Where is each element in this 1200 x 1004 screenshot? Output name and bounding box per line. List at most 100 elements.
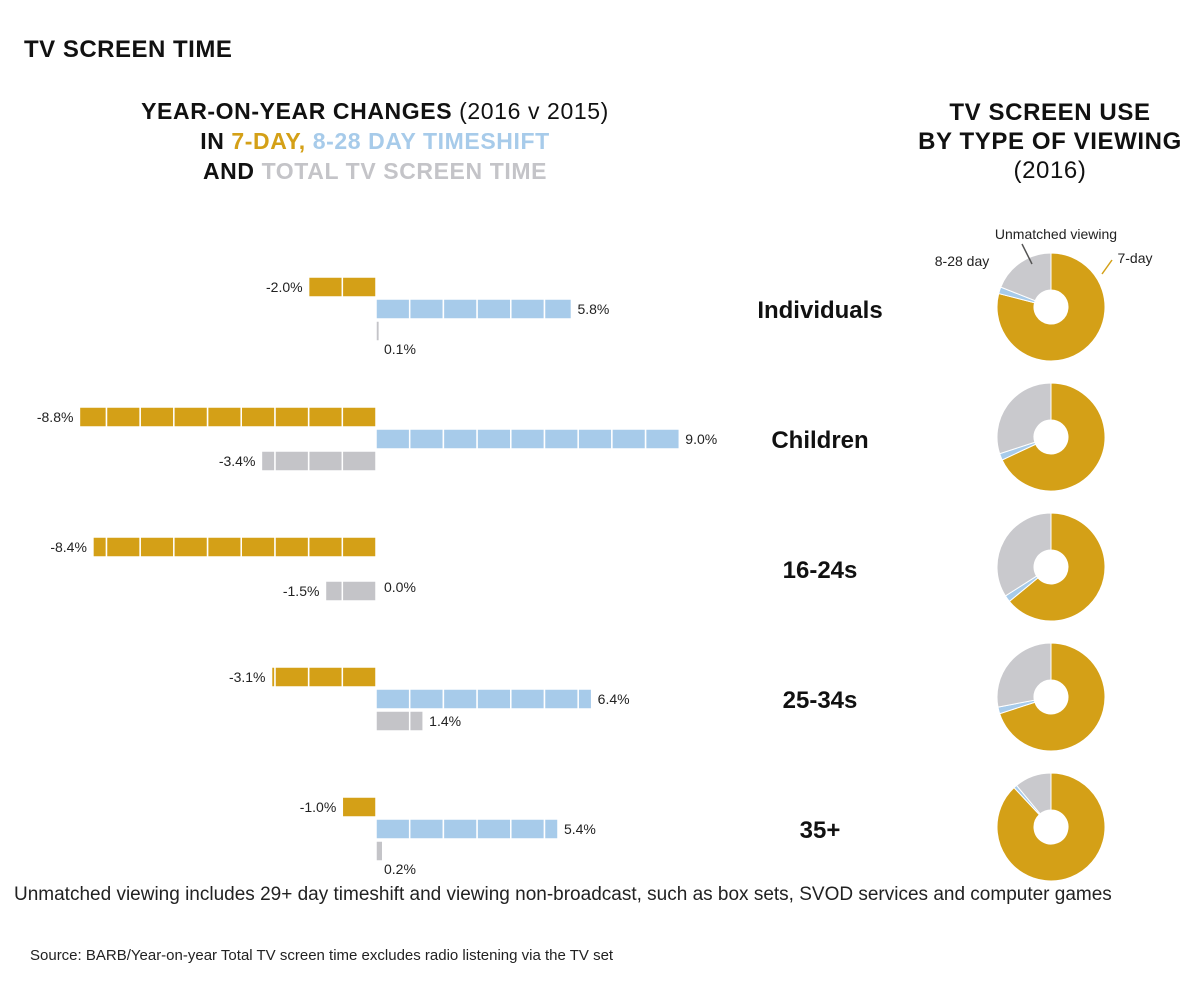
bar-value-label: 5.4% xyxy=(564,821,596,837)
bar-value-label: 5.8% xyxy=(577,301,609,317)
donut-slice-unmatched-viewing xyxy=(1015,772,1052,815)
bar-segment-8-28-day-timeshift xyxy=(476,298,512,320)
bar-segment-7-day xyxy=(139,406,175,428)
bar-segment-8-28-day-timeshift xyxy=(577,688,593,710)
bar-segment-8-28-day-timeshift xyxy=(543,298,573,320)
bar-value-label: -1.0% xyxy=(300,799,337,815)
bar-segment-7-day xyxy=(105,536,141,558)
title-period: (2016 v 2015) xyxy=(459,98,609,124)
donut-leader-7day xyxy=(1101,259,1113,275)
bar-segment-7-day xyxy=(307,276,344,298)
bar-segment-8-28-day-timeshift xyxy=(510,688,546,710)
bar-segment-8-28-day-timeshift xyxy=(442,298,478,320)
category-label: 16-24s xyxy=(783,557,858,584)
bar-segment-total-tv-screen-time xyxy=(324,580,344,602)
bar-segment-8-28-day-timeshift xyxy=(408,298,445,320)
donut-legend-timeshift: 8-28 day xyxy=(935,253,989,269)
bar-segment-8-28-day-timeshift xyxy=(375,298,411,320)
title-7day: 7-DAY, xyxy=(231,128,306,154)
bar-segment-7-day xyxy=(307,666,344,688)
bar-segment-7-day xyxy=(240,406,276,428)
donut-chart-title: TV SCREEN USE BY TYPE OF VIEWING (2016) xyxy=(900,98,1200,185)
title-timeshift: 8-28 DAY TIMESHIFT xyxy=(312,128,550,154)
footnote: Unmatched viewing includes 29+ day times… xyxy=(14,884,1112,905)
bar-value-label: 9.0% xyxy=(685,431,717,447)
bar-segment-7-day xyxy=(341,536,377,558)
donut-slice-7-day xyxy=(996,772,1106,882)
bar-segment-8-28-day-timeshift xyxy=(408,688,445,710)
title-and: AND xyxy=(202,158,255,184)
bar-segment-7-day xyxy=(274,406,310,428)
bar-segment-8-28-day-timeshift xyxy=(644,428,681,450)
category-label: 35+ xyxy=(800,817,841,844)
bar-segment-8-28-day-timeshift xyxy=(375,688,411,710)
donut-title-line3: (2016) xyxy=(1013,157,1087,184)
donut-slice-unmatched-viewing xyxy=(1000,252,1052,302)
bar-value-label: 0.2% xyxy=(384,861,416,877)
bar-segment-total-tv-screen-time xyxy=(307,450,344,472)
bar-value-label: 6.4% xyxy=(598,691,630,707)
bar-segment-7-day xyxy=(92,536,108,558)
bar-segment-total-tv-screen-time xyxy=(408,710,424,732)
bar-segment-8-28-day-timeshift xyxy=(510,428,546,450)
donut-title-line1: TV SCREEN USE xyxy=(949,99,1151,126)
donut-slice-7-day xyxy=(999,642,1106,752)
bar-segment-7-day xyxy=(78,406,108,428)
donut-slice-7-day xyxy=(1008,512,1106,622)
page-title: TV SCREEN TIME xyxy=(24,36,233,63)
bar-segment-8-28-day-timeshift xyxy=(375,818,411,840)
bar-value-label: -3.4% xyxy=(219,453,256,469)
bar-value-label: 0.1% xyxy=(384,341,416,357)
bar-segment-8-28-day-timeshift xyxy=(476,428,512,450)
bar-segment-7-day xyxy=(307,536,344,558)
bar-segment-7-day xyxy=(105,406,141,428)
bar-segment-8-28-day-timeshift xyxy=(543,818,559,840)
title-total: TOTAL TV SCREEN TIME xyxy=(261,158,548,184)
bar-segment-7-day xyxy=(341,796,377,818)
bar-segment-total-tv-screen-time xyxy=(274,450,310,472)
bar-segment-8-28-day-timeshift xyxy=(510,818,546,840)
bar-segment-7-day xyxy=(274,536,310,558)
donut-legend-unmatched: Unmatched viewing xyxy=(995,226,1117,242)
bar-value-label: 0.0% xyxy=(384,579,416,595)
bar-value-label: 1.4% xyxy=(429,713,461,729)
bar-segment-7-day xyxy=(206,406,242,428)
donut-legend-7day: 7-day xyxy=(1117,250,1152,266)
bar-segment-8-28-day-timeshift xyxy=(611,428,647,450)
donut-leader-unmatched xyxy=(1021,243,1033,265)
donut-slice-unmatched-viewing xyxy=(996,382,1052,455)
bar-segment-8-28-day-timeshift xyxy=(577,428,613,450)
bar-segment-total-tv-screen-time xyxy=(375,840,384,862)
donut-slice-unmatched-viewing xyxy=(996,642,1052,708)
category-label: Children xyxy=(771,427,868,454)
bar-value-label: -1.5% xyxy=(283,583,320,599)
bar-chart-title: YEAR-ON-YEAR CHANGES (2016 v 2015) IN 7-… xyxy=(140,96,610,186)
category-label: 25-34s xyxy=(783,687,858,714)
bar-value-label: -3.1% xyxy=(229,669,266,685)
bar-segment-8-28-day-timeshift xyxy=(510,298,546,320)
bar-value-label: -8.8% xyxy=(37,409,74,425)
bar-segment-7-day xyxy=(206,536,242,558)
bar-segment-8-28-day-timeshift xyxy=(408,818,445,840)
bar-segment-8-28-day-timeshift xyxy=(476,818,512,840)
bar-segment-7-day xyxy=(341,406,377,428)
bar-segment-8-28-day-timeshift xyxy=(442,818,478,840)
bar-segment-7-day xyxy=(274,666,310,688)
bar-segment-7-day xyxy=(307,406,344,428)
bar-segment-7-day xyxy=(173,406,209,428)
donut-title-line2: BY TYPE OF VIEWING xyxy=(918,128,1182,155)
bar-segment-total-tv-screen-time xyxy=(341,580,377,602)
bar-segment-8-28-day-timeshift xyxy=(375,428,411,450)
bar-segment-7-day xyxy=(173,536,209,558)
bar-segment-7-day xyxy=(270,666,276,688)
category-label: Individuals xyxy=(757,297,882,324)
source-note: Source: BARB/Year-on-year Total TV scree… xyxy=(30,947,614,964)
bar-segment-7-day xyxy=(341,666,377,688)
bar-segment-total-tv-screen-time xyxy=(375,710,411,732)
donut-slice-unmatched-viewing xyxy=(996,512,1052,597)
bar-segment-8-28-day-timeshift xyxy=(543,428,579,450)
bar-segment-8-28-day-timeshift xyxy=(408,428,445,450)
bar-value-label: -2.0% xyxy=(266,279,303,295)
bar-segment-total-tv-screen-time xyxy=(260,450,276,472)
